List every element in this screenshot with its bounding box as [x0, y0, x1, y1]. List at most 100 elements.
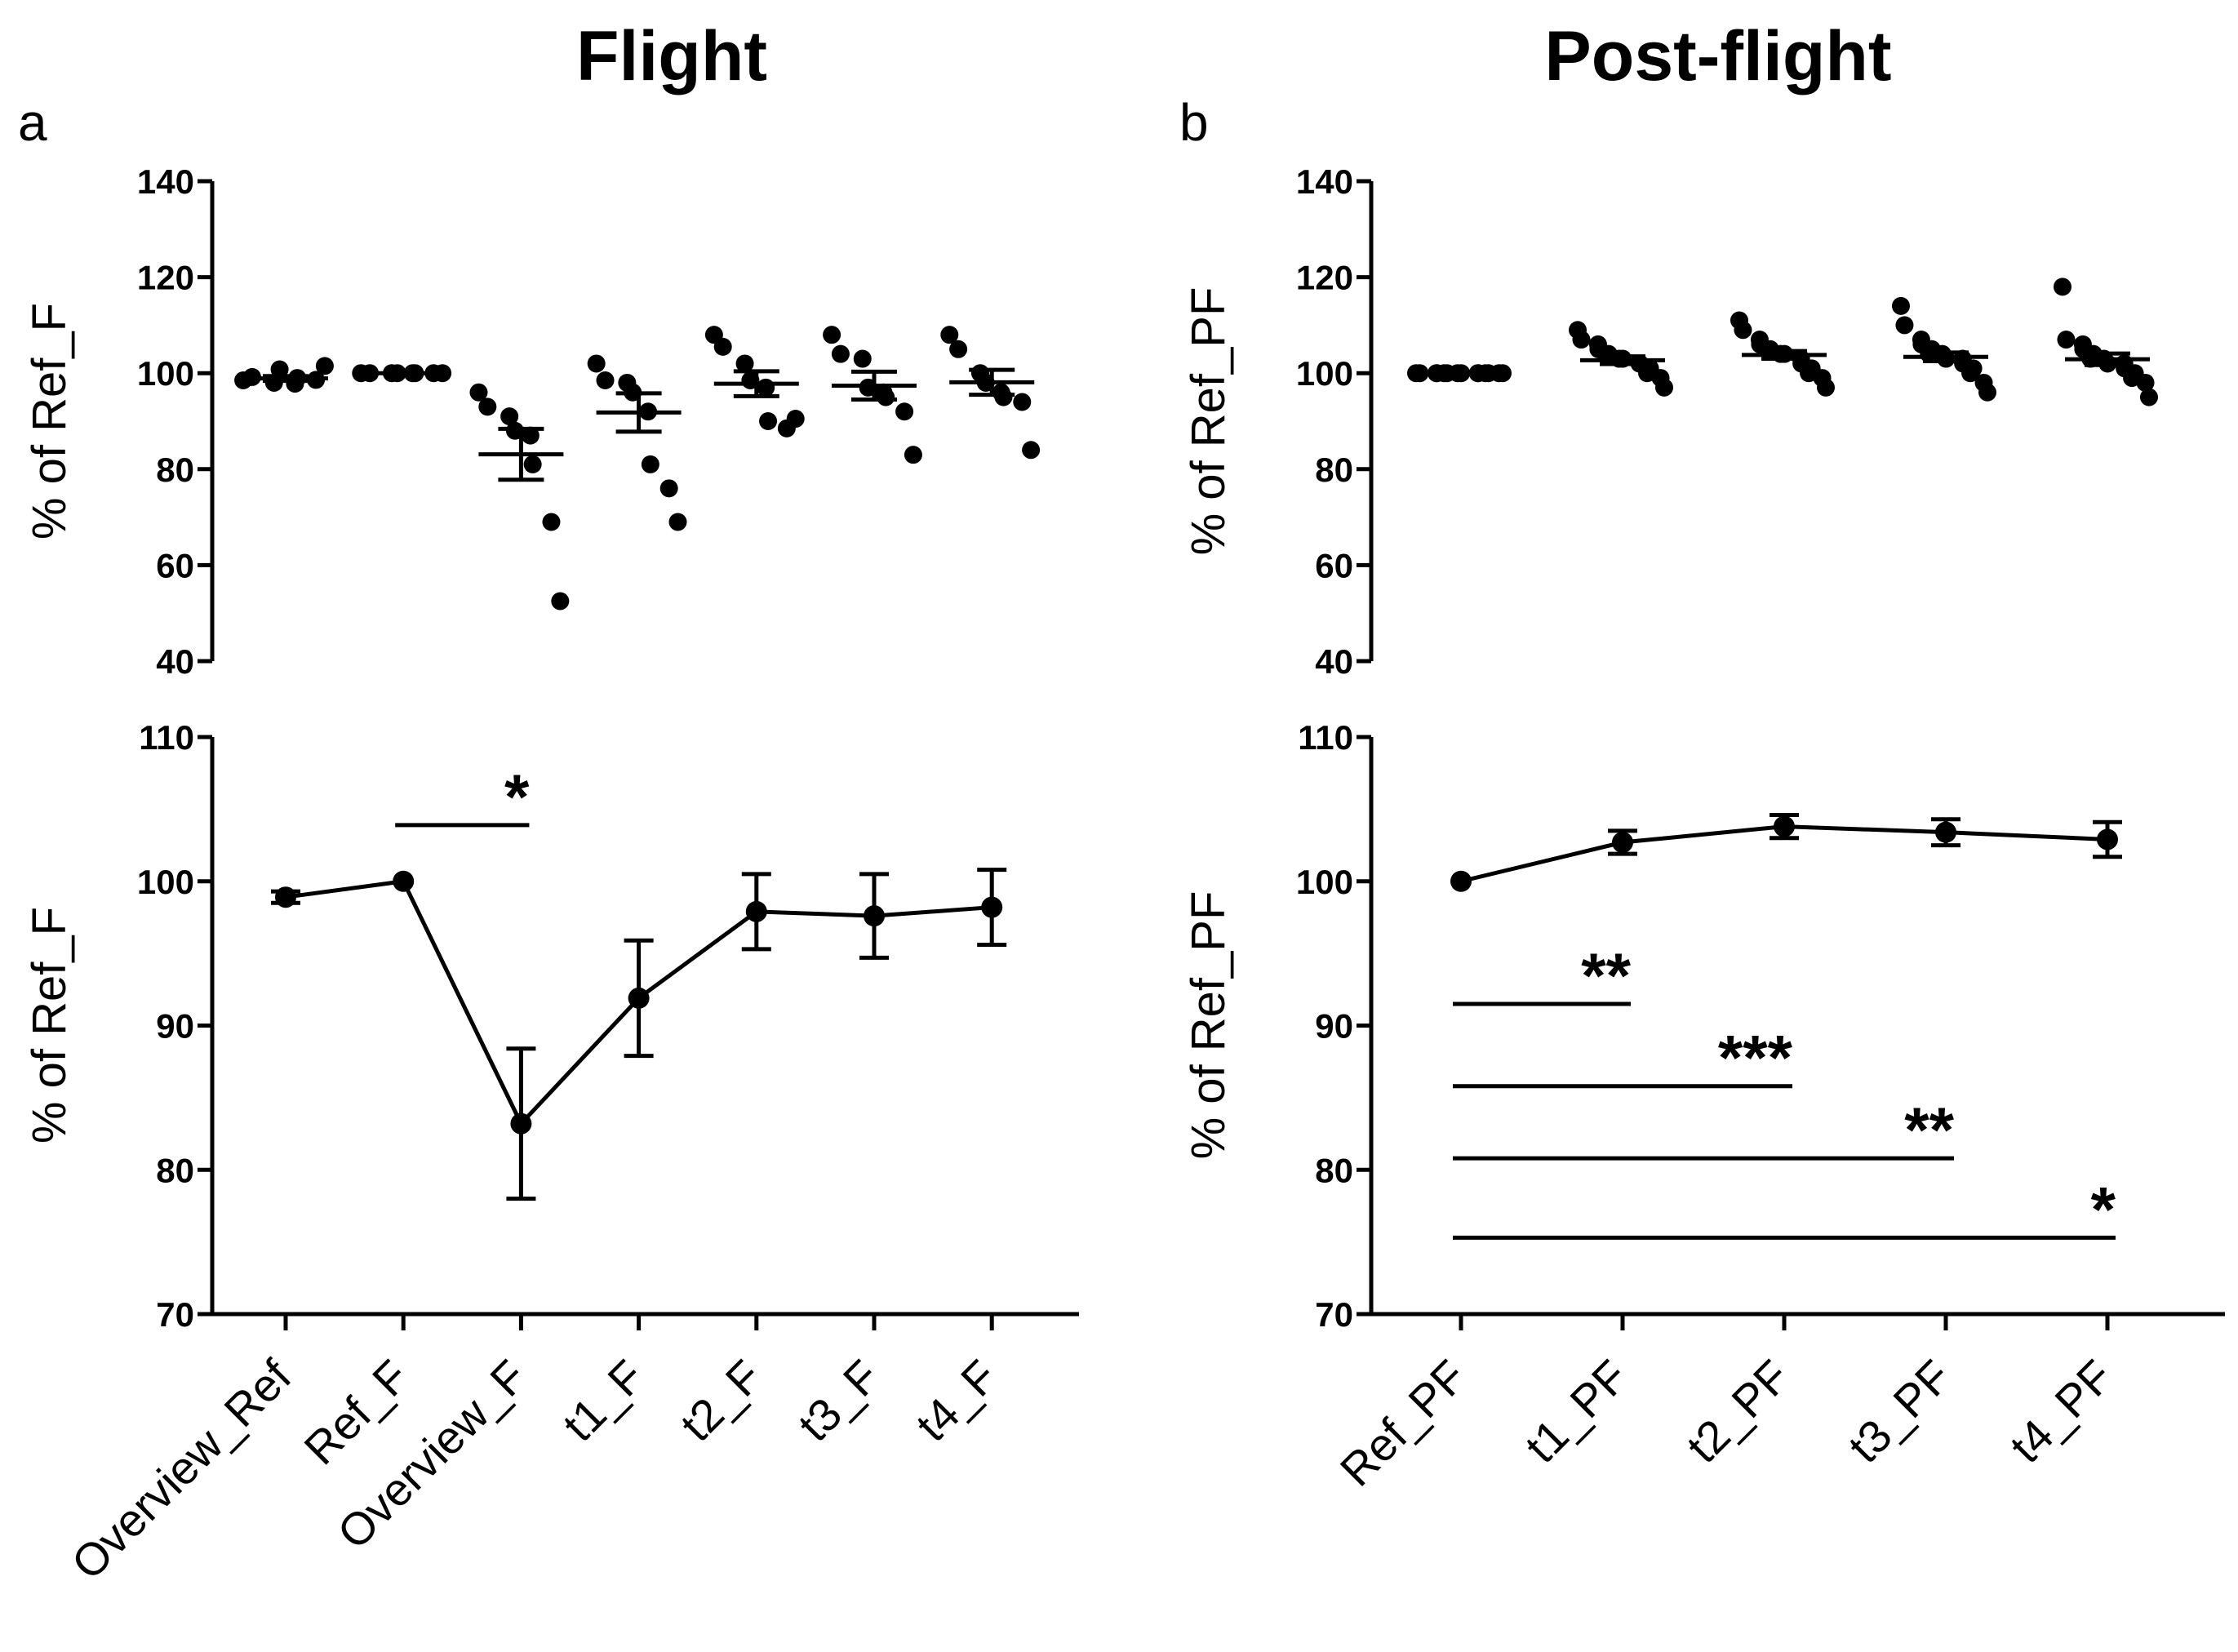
y-tick-label: 120 [1296, 259, 1353, 297]
y-tick-label: 140 [137, 162, 194, 201]
x-tick-label: Overview_Ref [61, 1350, 301, 1590]
chart-b_top: 40 60 80 100 120 140 % of Ref_PF [1182, 162, 2158, 681]
y-tick-label: 70 [1315, 1295, 1353, 1334]
mean-point [628, 987, 650, 1009]
data-point [949, 340, 968, 358]
y-tick-label: 100 [137, 863, 194, 901]
data-point [659, 479, 678, 498]
significance-label: *** [1718, 1022, 1793, 1094]
data-point [270, 360, 289, 379]
y-tick-label: 70 [156, 1295, 194, 1334]
chart-a_top: 40 60 80 100 120 140 % of Ref_F [23, 162, 1041, 681]
x-tick-label: t3_PF [1838, 1350, 1960, 1472]
data-point [713, 337, 732, 356]
mean-point [1774, 815, 1795, 837]
x-tick-label: t4_F [906, 1350, 1007, 1451]
data-point [2140, 388, 2158, 406]
x-tick-label: t4_PF [2000, 1350, 2122, 1472]
data-point [469, 383, 488, 402]
data-point [1572, 331, 1591, 349]
mean-point [393, 870, 415, 892]
significance-label: ** [1904, 1094, 1954, 1166]
data-point [994, 388, 1013, 406]
data-point [1655, 378, 1673, 397]
y-tick-label: 90 [156, 1007, 194, 1046]
data-point [641, 455, 659, 473]
data-point [587, 354, 606, 373]
data-point [551, 592, 570, 611]
data-point [500, 407, 519, 426]
data-point [596, 371, 615, 390]
data-point [757, 378, 775, 397]
y-tick-label: 80 [156, 1151, 194, 1189]
panel-a-label: a [18, 93, 47, 152]
y-tick-label: 140 [1296, 162, 1353, 201]
panel-b-label: b [1179, 93, 1209, 152]
data-point [521, 426, 540, 445]
mean-point [2097, 828, 2118, 850]
y-tick-label: 80 [156, 451, 194, 489]
data-point [853, 349, 872, 368]
y-axis-label: % of Ref_PF [1182, 891, 1235, 1160]
data-point [877, 388, 895, 406]
chart-b_bottom: 70 80 90 100 110 % of Ref_PF Ref_PF t1_PF t2_PF t… [1182, 718, 2225, 1496]
data-point [904, 446, 922, 464]
charts: 40 60 80 100 120 140 % of Ref_F 70 80 90 100 110 % o… [23, 162, 2225, 1589]
panel-b-title: Post-flight [1544, 17, 1891, 95]
mean-point [1935, 821, 1956, 843]
x-tick-label: t3_F [788, 1350, 890, 1451]
y-tick-label: 60 [156, 546, 194, 584]
data-point [940, 326, 959, 344]
data-point [1961, 364, 1980, 383]
mean-point [510, 1112, 532, 1135]
data-point [1895, 316, 1914, 335]
y-axis-label: % of Ref_PF [1182, 287, 1235, 556]
mean-point [1450, 870, 1472, 892]
mean-point [745, 900, 767, 922]
data-point [1022, 441, 1041, 460]
data-point [2136, 373, 2155, 392]
y-tick-label: 80 [1315, 1151, 1353, 1189]
data-point [1817, 378, 1835, 397]
data-point [2057, 331, 2076, 349]
x-tick-label: t2_PF [1676, 1350, 1799, 1472]
y-tick-label: 100 [1296, 354, 1353, 393]
y-axis-label: % of Ref_F [23, 907, 76, 1144]
mean-point [275, 886, 296, 908]
data-point [1978, 383, 1996, 402]
data-point [2054, 278, 2071, 296]
x-tick-label: t2_F [670, 1350, 771, 1451]
y-tick-label: 60 [1315, 546, 1353, 584]
mean-point [1612, 832, 1633, 854]
significance-label: * [504, 761, 530, 833]
significance-label: ** [1581, 939, 1631, 1011]
y-tick-label: 110 [139, 718, 194, 757]
data-point [542, 513, 561, 531]
y-tick-label: 110 [1298, 718, 1353, 757]
data-point [1892, 296, 1910, 315]
y-tick-label: 100 [1296, 863, 1353, 901]
data-point [1013, 393, 1032, 411]
y-tick-label: 90 [1315, 1007, 1353, 1046]
data-point [895, 402, 914, 421]
significance-label: * [2091, 1173, 2116, 1245]
data-point [315, 357, 334, 375]
data-point [523, 455, 542, 473]
x-tick-label: t1_PF [1515, 1350, 1637, 1472]
mean-point [864, 905, 885, 927]
panel-a-title: Flight [576, 17, 767, 95]
y-tick-label: 100 [137, 354, 194, 393]
y-tick-label: 120 [137, 259, 194, 297]
y-tick-label: 80 [1315, 451, 1353, 489]
y-tick-label: 40 [156, 642, 194, 681]
data-point [1734, 321, 1752, 340]
data-point [735, 354, 754, 373]
data-point [668, 513, 687, 531]
y-axis-label: % of Ref_F [23, 303, 76, 540]
data-point [786, 410, 805, 429]
data-point [759, 412, 778, 430]
y-tick-label: 40 [1315, 642, 1353, 681]
mean-point [981, 896, 1003, 918]
